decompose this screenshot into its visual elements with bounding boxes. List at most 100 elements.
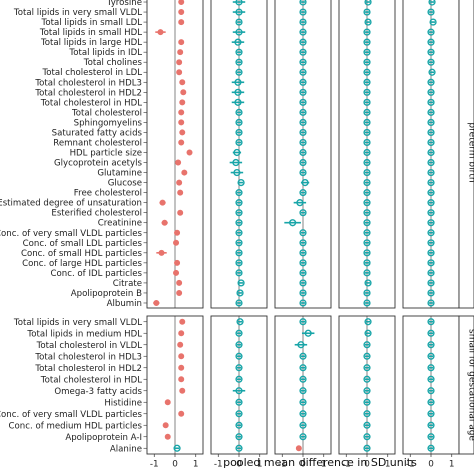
estimate-point — [428, 68, 436, 76]
estimate-point — [363, 78, 371, 86]
estimate-point — [236, 318, 244, 326]
estimate-point — [178, 109, 185, 116]
estimate-point — [299, 375, 307, 383]
estimate-point — [427, 398, 435, 406]
x-axis-ticks: -1 0 1 -1 0 1 -1 0 1 -1 0 1 -1 0 1 — [150, 454, 455, 470]
estimate-point — [299, 158, 307, 167]
estimate-point — [427, 199, 435, 207]
estimate-point — [299, 421, 307, 429]
x-tick-label: 1 — [385, 460, 391, 470]
estimate-point — [176, 179, 183, 186]
metabolite-label: Histidine — [104, 398, 142, 408]
estimate-point — [363, 199, 371, 207]
estimate-point — [364, 318, 372, 326]
metabolite-label: Glutamine — [97, 169, 142, 179]
estimate-point — [235, 199, 243, 207]
estimate-point — [178, 139, 185, 146]
estimate-point — [158, 249, 165, 256]
metabolite-label: Sphingomyelins — [74, 118, 143, 128]
estimate-point — [363, 364, 371, 372]
estimate-point — [363, 421, 371, 429]
estimate-point — [428, 0, 436, 6]
estimate-point — [427, 364, 435, 372]
metabolite-label: Conc. of IDL particles — [51, 269, 143, 279]
estimate-point — [233, 148, 241, 157]
estimate-point — [363, 299, 371, 307]
x-axis-title: pooled mean difference in SD units — [223, 456, 417, 469]
estimate-point — [235, 58, 243, 66]
x-tick-label: 1 — [321, 460, 327, 470]
estimate-point — [235, 364, 243, 372]
estimate-point — [427, 209, 435, 217]
estimate-point — [363, 249, 371, 257]
estimate-point — [177, 189, 184, 196]
facet-strip-label: preterm birth — [467, 122, 474, 182]
estimate-point — [299, 58, 307, 66]
estimate-point — [237, 279, 245, 287]
estimate-point — [235, 229, 243, 237]
metabolite-label: Total lipids in very small VLDL — [13, 8, 142, 18]
metabolite-label: Citrate — [113, 279, 142, 289]
estimate-point — [235, 299, 243, 307]
estimate-point — [299, 48, 307, 56]
estimate-point — [363, 58, 371, 66]
x-tick-label: 1 — [193, 460, 199, 470]
estimate-point — [235, 8, 243, 16]
estimate-point — [427, 279, 435, 287]
estimate-point — [235, 259, 243, 267]
estimate-point — [235, 209, 243, 217]
metabolite-label: Total lipids in small LDL — [41, 18, 143, 28]
estimate-point — [363, 138, 371, 147]
estimate-point — [299, 289, 307, 297]
estimate-point — [427, 444, 435, 452]
x-tick-label: 1 — [257, 460, 263, 470]
estimate-point — [427, 375, 435, 383]
estimate-point — [363, 148, 371, 157]
x-tick-label: 0 — [300, 460, 306, 470]
metabolite-label: Glucose — [108, 179, 142, 189]
estimate-point — [178, 376, 185, 383]
estimate-point — [363, 289, 371, 297]
x-tick-label: 0 — [172, 460, 178, 470]
estimate-point — [427, 88, 435, 96]
estimate-point — [299, 88, 307, 96]
estimate-point — [234, 78, 242, 86]
estimate-point — [235, 398, 243, 406]
estimate-point — [427, 289, 435, 297]
estimate-point — [235, 249, 243, 257]
estimate-point — [363, 387, 371, 395]
estimate-point — [299, 68, 307, 76]
estimate-point — [364, 0, 372, 6]
estimate-point — [299, 259, 307, 267]
estimate-point — [178, 410, 185, 417]
estimate-point — [235, 433, 243, 441]
estimate-point — [176, 59, 183, 66]
metabolite-label: Total lipids in small HDL — [39, 28, 142, 38]
estimate-point — [179, 318, 186, 325]
estimate-point — [235, 421, 243, 429]
estimate-point — [427, 98, 435, 106]
metabolite-label: Glycoprotein acetyls — [54, 159, 143, 169]
estimate-point — [173, 239, 180, 246]
estimate-point — [178, 353, 185, 360]
estimate-point — [427, 259, 435, 267]
estimate-point — [179, 129, 186, 136]
x-tick-label: 0 — [364, 460, 370, 470]
metabolite-label: Total lipids in IDL — [68, 48, 142, 58]
estimate-point — [157, 29, 164, 36]
estimate-point — [299, 398, 307, 406]
metabolite-label: Total cholesterol in HDL — [40, 98, 142, 108]
estimate-point — [363, 108, 371, 116]
metabolite-label: Estimated degree of unsaturation — [0, 199, 142, 209]
estimate-point — [363, 178, 371, 187]
estimate-point — [299, 0, 307, 6]
metabolite-label: Total lipids in very small VLDL — [13, 318, 142, 328]
x-tick-label: -1 — [150, 460, 159, 470]
estimate-point — [299, 38, 307, 46]
estimate-point — [235, 0, 243, 6]
estimate-point — [427, 229, 435, 237]
estimate-point — [178, 119, 185, 126]
estimate-point — [427, 189, 435, 197]
estimate-point — [162, 422, 169, 429]
